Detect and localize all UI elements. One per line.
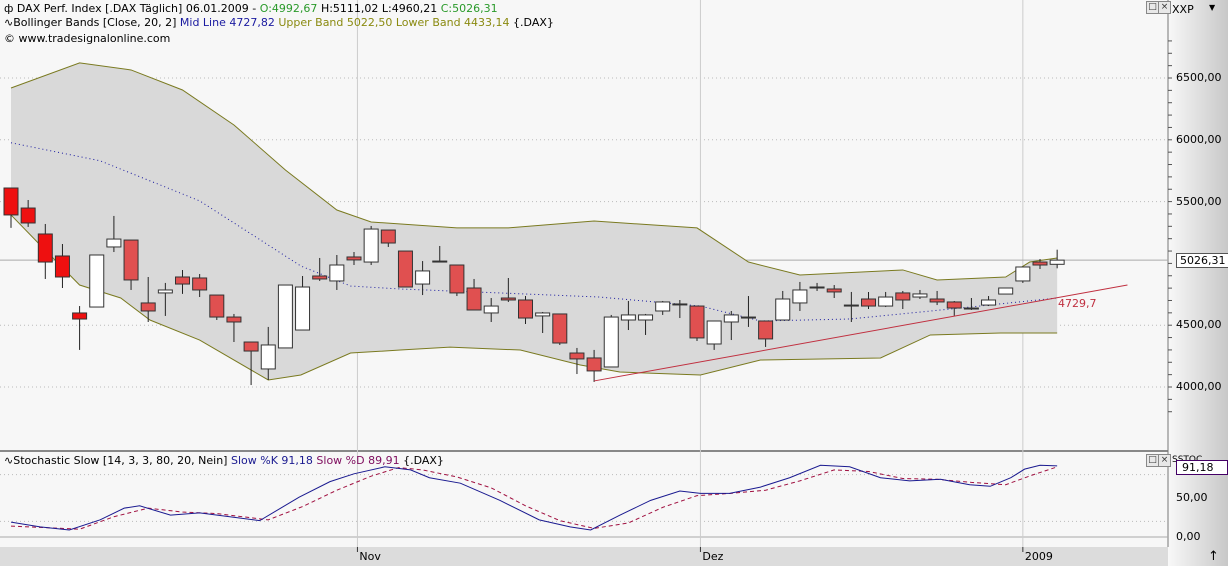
candle-up (963, 307, 979, 310)
candle-up (809, 286, 825, 289)
candle-down (140, 302, 156, 312)
candle-up (998, 287, 1014, 295)
price-tick-label: 5500,00 (1176, 194, 1222, 208)
candle-down (466, 287, 482, 311)
candle-down (3, 187, 19, 216)
candle-down (37, 233, 53, 263)
candle-down (518, 299, 533, 319)
candle-down (861, 298, 876, 307)
candle-up (620, 314, 636, 321)
candle-up (535, 312, 551, 317)
stoch-tick-label: 0,00 (1176, 530, 1201, 543)
candle-up (329, 264, 345, 282)
candle-up (363, 228, 379, 263)
candle-down (929, 298, 945, 303)
candle-up (603, 316, 619, 368)
candle-up (157, 289, 173, 294)
candle-up (723, 314, 739, 323)
stochastic-header: ∿Stochastic Slow [14, 3, 3, 80, 20, Nein… (4, 454, 444, 467)
candle-up (415, 270, 431, 285)
time-axis-scrollbar (0, 547, 1168, 566)
candle-down (449, 264, 465, 294)
candlestick-icon: ф (4, 2, 14, 15)
stoch-close-button[interactable]: × (1158, 454, 1171, 467)
stoch-tick-label: 50,00 (1176, 491, 1208, 504)
candle-down (54, 255, 70, 278)
candle-down (586, 357, 602, 372)
candle-down (758, 320, 774, 340)
candle-up (740, 316, 756, 319)
candle-down (312, 275, 328, 280)
last-price-badge: 5026,31 (1176, 253, 1228, 269)
candle-up (843, 304, 859, 307)
stoch-pane (0, 452, 1168, 547)
stoch-maximize-button[interactable]: □ (1146, 454, 1159, 467)
price-tick-label: 4000,00 (1176, 380, 1222, 393)
bollinger-header: ∿Bollinger Bands [Close, 20, 2] Mid Line… (4, 16, 554, 29)
month-label: Dez (702, 550, 724, 563)
candle-down (72, 312, 88, 320)
candle-up (706, 320, 722, 345)
dropdown-arrow-icon[interactable]: ▼ (1209, 3, 1216, 12)
candle-down (1032, 261, 1048, 266)
candle-up (912, 293, 928, 298)
candle-up (792, 289, 808, 304)
candle-down (243, 341, 259, 352)
candle-down (946, 301, 962, 309)
stoch-d-line (10, 466, 1058, 530)
indicator-icon: ∿ (4, 16, 14, 29)
candle-down (569, 352, 585, 360)
price-axis (1168, 0, 1228, 566)
close-button[interactable]: × (1158, 1, 1171, 14)
candle-down (552, 313, 568, 344)
candle-down (826, 288, 842, 293)
candle-down (380, 229, 396, 244)
trend-value-label: 4729,7 (1058, 297, 1097, 310)
candle-down (346, 256, 362, 261)
candle-up (1049, 259, 1065, 265)
main-axis-label[interactable]: XXP (1172, 3, 1194, 16)
stoch-axis-label[interactable]: SSTOC (1172, 455, 1202, 463)
candle-down (895, 292, 911, 301)
month-label: 2009 (1024, 550, 1053, 563)
candle-up (672, 303, 688, 306)
candle-up (775, 298, 791, 321)
candle-down (192, 277, 208, 291)
trend-line (594, 284, 1128, 382)
candle-down (123, 239, 139, 281)
candle-down (500, 297, 516, 301)
candle-down (689, 305, 705, 339)
candle-up (655, 301, 671, 312)
upper-band-line (10, 62, 1058, 281)
candle-up (1015, 266, 1031, 282)
candle-down (175, 276, 190, 285)
candle-up (277, 284, 293, 349)
price-tick-label: 6000,00 (1176, 132, 1222, 146)
candle-up (638, 314, 654, 321)
candle-up (295, 286, 311, 331)
candle-up (981, 299, 997, 306)
candle-up (89, 254, 105, 308)
up-arrow-icon[interactable]: ↑ (1208, 549, 1219, 564)
price-tick-label: 6500,00 (1176, 71, 1222, 84)
indicator-icon: ∿ (4, 454, 14, 467)
price-header: ф DAX Perf. Index [.DAX Täglich] 06.01.2… (4, 2, 498, 15)
candle-up (878, 296, 894, 307)
last-stoch-badge: 91,18 (1176, 459, 1228, 475)
price-tick-label: 4500,00 (1176, 318, 1222, 332)
month-label: Nov (359, 550, 381, 563)
candle-up (260, 344, 276, 370)
candle-down (226, 316, 242, 323)
candle-down (209, 294, 225, 318)
copyright: © www.tradesignalonline.com (4, 32, 171, 45)
candle-down (397, 250, 413, 288)
lower-band-line (10, 214, 1058, 381)
candle-up (106, 238, 122, 248)
stoch-k-line (10, 464, 1058, 531)
candle-down (20, 207, 36, 224)
candle-down (432, 260, 448, 263)
candle-up (483, 305, 499, 314)
